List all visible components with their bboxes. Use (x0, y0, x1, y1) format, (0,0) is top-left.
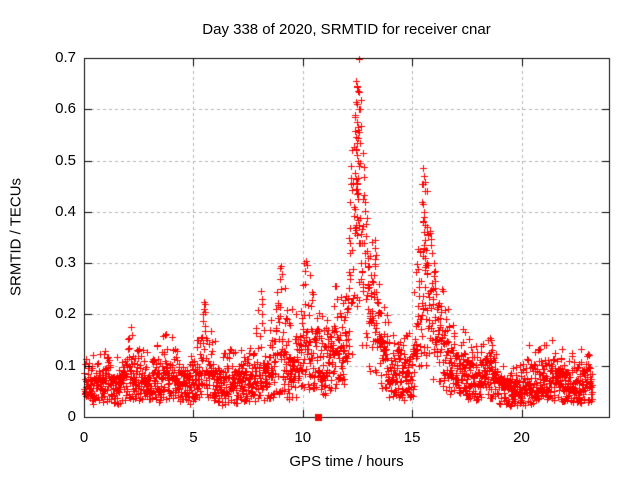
y-tick-label: 0.6 (55, 100, 76, 118)
y-tick-label: 0.5 (55, 151, 76, 169)
x-tick-label: 15 (403, 429, 421, 446)
chart-title: Day 338 of 2020, SRMTID for receiver cna… (202, 21, 491, 38)
x-tick-label: 5 (189, 429, 198, 446)
x-tick-label: 10 (294, 429, 312, 446)
y-tick-label: 0.1 (55, 356, 76, 374)
x-tick-label: 0 (79, 429, 89, 446)
y-axis-label: SRMTID / TECUs (7, 177, 25, 297)
y-tick-label: 0.7 (55, 49, 76, 66)
y-tick-label: 0.3 (55, 254, 76, 272)
y-tick-label: 0.4 (55, 202, 76, 220)
x-tick-label: 20 (513, 429, 530, 446)
y-tick-label: 0 (67, 408, 76, 425)
x-axis-label: GPS time / hours (289, 453, 404, 470)
y-tick-label: 0.2 (55, 305, 76, 323)
